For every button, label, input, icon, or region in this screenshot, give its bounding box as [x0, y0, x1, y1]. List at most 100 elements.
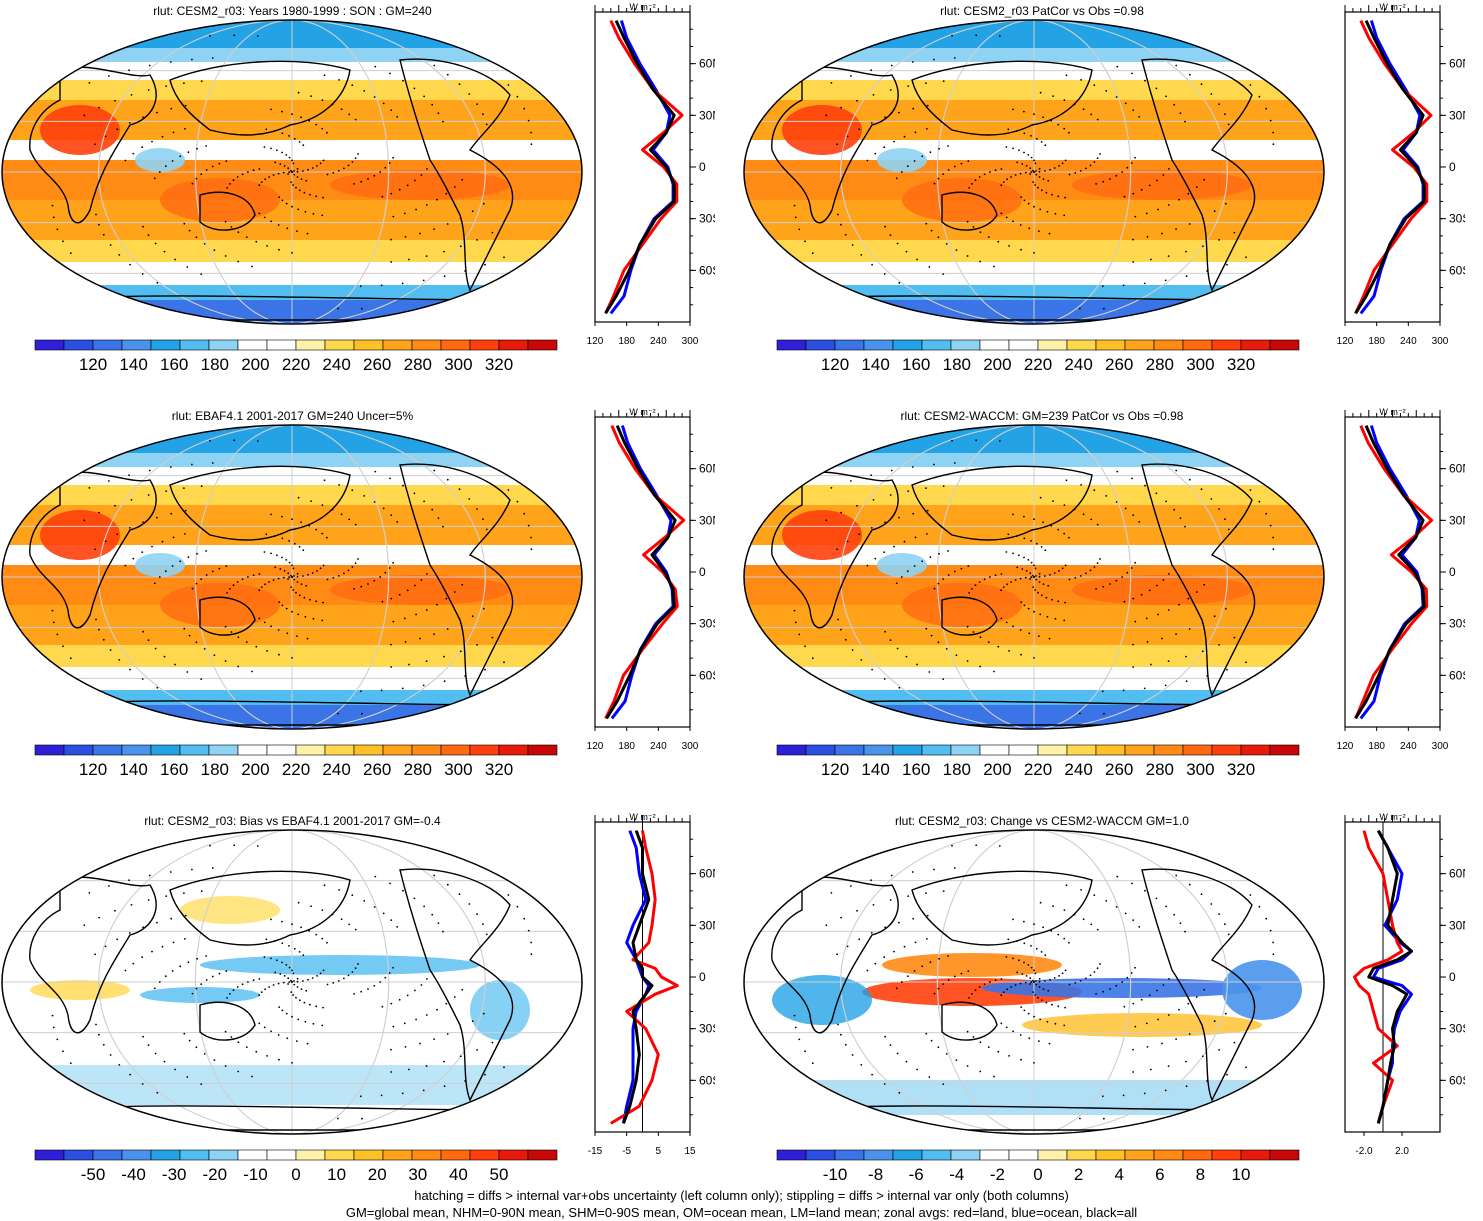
stipple-dot: [916, 1068, 918, 1071]
stipple-dot: [1040, 999, 1043, 1002]
stipple-dot: [1044, 144, 1047, 147]
stipple-dot: [247, 576, 249, 578]
stipple-dot: [1042, 926, 1044, 929]
stipple-dot: [840, 1033, 842, 1036]
stipple-dot: [874, 557, 877, 560]
colorbar-swatch: [179, 339, 210, 351]
colorbar-swatch: [527, 339, 558, 351]
stipple-dot: [321, 619, 324, 622]
stipple-dot: [95, 618, 97, 621]
stipple-dot: [1000, 184, 1003, 187]
stipple-dot: [297, 208, 300, 211]
stipple-dot: [1037, 996, 1039, 999]
stipple-dot: [1146, 1046, 1149, 1048]
profile-x-tick-label: -5: [622, 1146, 631, 1157]
stipple-dot: [1018, 554, 1020, 557]
stipple-dot: [1126, 571, 1129, 574]
stipple-dot: [459, 1055, 462, 1058]
stipple-dot: [928, 1076, 931, 1078]
stipple-dot: [942, 890, 945, 892]
stipple-dot: [281, 1009, 284, 1012]
stipple-dot: [116, 938, 119, 941]
stipple-dot: [287, 572, 290, 575]
stipple-dot: [98, 106, 100, 109]
stipple-dot: [1132, 643, 1134, 646]
stipple-dot: [1175, 469, 1178, 472]
stipple-dot: [154, 1052, 157, 1055]
stipple-dot: [347, 974, 350, 977]
stipple-dot: [1064, 564, 1067, 567]
stipple-dot: [306, 1042, 309, 1045]
stipple-dot: [1019, 224, 1022, 226]
stipple-dot: [966, 255, 969, 257]
stipple-dot: [62, 1050, 64, 1053]
stipple-dot: [942, 678, 945, 680]
stipple-dot: [141, 956, 144, 959]
stipple-dot: [56, 633, 59, 636]
stipple-dot: [277, 172, 280, 175]
stipple-dot: [942, 273, 945, 275]
stipple-dot: [255, 240, 258, 243]
stipple-dot: [1132, 514, 1135, 516]
stipple-dot: [425, 255, 428, 257]
stipple-dot: [281, 942, 284, 945]
stipple-dot: [433, 228, 435, 231]
stipple-dot: [396, 521, 399, 523]
stipple-dot: [402, 889, 404, 892]
stipple-dot: [1030, 171, 1033, 174]
stipple-dot: [971, 588, 973, 590]
stipple-dot: [942, 80, 945, 82]
stipple-dot: [278, 601, 281, 603]
stipple-dot: [942, 1083, 945, 1085]
stipple-dot: [296, 977, 299, 980]
stipple-dot: [322, 969, 325, 972]
stipple-dot: [286, 1037, 289, 1040]
stipple-dot: [213, 654, 216, 656]
stipple-dot: [281, 110, 283, 113]
stipple-dot: [896, 647, 899, 650]
stipple-dot: [172, 536, 175, 539]
profile-x-tick-label: 180: [1368, 336, 1385, 347]
stipple-dot: [1012, 147, 1014, 150]
stipple-dot: [1038, 572, 1041, 575]
stipple-dot: [200, 173, 203, 176]
stipple-dot: [326, 578, 329, 581]
stipple-dot: [287, 173, 289, 175]
stipple-dot: [1168, 978, 1170, 980]
profile-series-all: [1354, 425, 1426, 720]
stipple-dot: [200, 80, 203, 82]
stipple-dot: [905, 250, 908, 253]
profile-x-tick-label: -15: [588, 1146, 603, 1157]
stipple-dot: [124, 564, 127, 567]
stipple-dot: [392, 620, 395, 623]
stipple-dot: [844, 1043, 847, 1046]
stipple-dot: [281, 604, 284, 607]
stipple-dot: [288, 576, 291, 578]
stipple-dot: [989, 576, 991, 578]
stipple-dot: [1035, 137, 1038, 140]
colorbar-swatch: [1124, 744, 1155, 756]
colorbar-swatch: [1037, 339, 1068, 351]
stipple-dot: [1109, 988, 1111, 990]
stipple-dot: [1000, 212, 1003, 215]
stipple-dot: [898, 281, 901, 284]
stipple-dot: [265, 128, 268, 131]
stipple-dot: [102, 233, 105, 236]
colorbar-swatch: [295, 1149, 326, 1161]
stipple-dot: [102, 638, 105, 641]
stipple-dot: [898, 686, 901, 689]
stipple-dot: [311, 167, 314, 169]
stipple-dot: [290, 586, 293, 588]
stipple-dot: [840, 106, 842, 109]
stipple-dot: [142, 630, 145, 633]
stipple-dot: [442, 930, 444, 933]
stipple-dot: [188, 634, 191, 637]
map-field: [2, 830, 582, 1134]
stipple-dot: [884, 1035, 886, 1038]
stipple-dot: [141, 273, 144, 275]
stipple-dot: [433, 469, 436, 472]
stipple-dot: [1150, 663, 1152, 666]
stipple-dot: [1064, 159, 1067, 162]
stipple-dot: [890, 469, 893, 472]
stipple-dot: [147, 899, 150, 901]
